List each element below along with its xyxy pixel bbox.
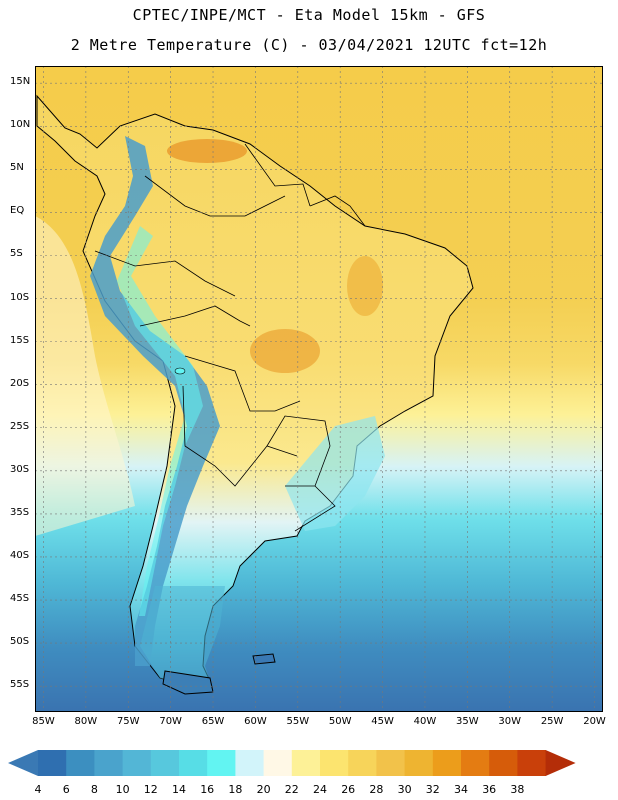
longitude-label: 20W xyxy=(583,716,606,727)
patagonia-cold xyxy=(140,586,225,688)
colorbar-tick-label: 26 xyxy=(341,783,356,796)
latitude-label: 35S xyxy=(10,506,30,518)
colorbar-swatch xyxy=(376,750,406,776)
latitude-label: 15N xyxy=(10,76,31,88)
colorbar-tick-label: 12 xyxy=(143,783,158,796)
colorbar-tick-label: 10 xyxy=(115,783,130,796)
colorbar-tick-label: 4 xyxy=(34,783,42,796)
longitude-label: 40W xyxy=(413,716,437,727)
temperature-colorbar xyxy=(8,750,576,776)
map-subtitle: 2 Metre Temperature (C) - 03/04/2021 12U… xyxy=(70,36,548,54)
tocantins-hot-spot xyxy=(347,256,383,316)
colorbar-tick-label: 14 xyxy=(172,783,186,796)
latitude-label: 50S xyxy=(10,636,30,648)
longitude-label: 30W xyxy=(498,716,522,727)
venezuela-hot-spot xyxy=(167,139,247,163)
colorbar-swatch xyxy=(263,750,293,776)
colorbar-tick-label: 22 xyxy=(284,783,299,796)
falkland-islands xyxy=(252,653,276,665)
colorbar-swatch xyxy=(38,750,67,776)
pacific-cool-band xyxy=(35,216,135,536)
colorbar-swatch xyxy=(179,750,208,776)
colorbar-swatch xyxy=(517,750,547,776)
colorbar-swatch xyxy=(404,750,434,776)
south-brazil-cool-zone xyxy=(285,416,385,531)
latitude-label: 25S xyxy=(10,420,30,432)
longitude-label: 50W xyxy=(328,716,352,727)
mato-grosso-hot-spot xyxy=(250,329,320,373)
colorbar-tick-label: 6 xyxy=(62,783,70,796)
colorbar-max-arrow xyxy=(545,750,576,776)
latitude-label: 10S xyxy=(10,291,30,303)
colorbar-min-arrow xyxy=(8,750,38,776)
latitude-label: 5S xyxy=(10,248,23,260)
colorbar-tick-label: 34 xyxy=(454,783,468,796)
colorbar-swatch xyxy=(320,750,349,776)
colorbar-tick-label: 18 xyxy=(228,783,243,796)
longitude-label: 70W xyxy=(159,716,182,727)
lake-titicaca xyxy=(174,367,186,375)
colorbar-swatch xyxy=(207,750,236,776)
longitude-label: 45W xyxy=(371,716,394,727)
map-border xyxy=(35,66,603,712)
longitude-label: 60W xyxy=(244,716,267,727)
country-borders xyxy=(94,143,366,532)
latitude-label: 45S xyxy=(10,593,30,605)
colorbar-tick-label: 36 xyxy=(482,783,497,796)
colorbar-swatch xyxy=(461,750,490,776)
colorbar-tick-label: 8 xyxy=(90,783,98,796)
colorbar-swatch xyxy=(489,750,518,776)
colorbar-swatch xyxy=(122,750,152,776)
colorbar-tick-label: 24 xyxy=(313,783,327,796)
colorbar-swatch xyxy=(235,750,265,776)
latitude-label: 30S xyxy=(10,463,30,475)
colorbar-swatch xyxy=(291,750,321,776)
longitude-label: 55W xyxy=(286,716,310,727)
colorbar-tick-label: 38 xyxy=(510,783,525,796)
longitude-label: 75W xyxy=(116,716,140,727)
temperature-map xyxy=(35,66,603,712)
colorbar-swatch xyxy=(432,750,462,776)
colorbar-swatch xyxy=(66,750,95,776)
colorbar-tick-label: 20 xyxy=(256,783,271,796)
latitude-label: 15S xyxy=(10,334,30,346)
tierra-del-fuego xyxy=(162,670,214,695)
longitude-label: 65W xyxy=(201,716,225,727)
colorbar-tick-label: 28 xyxy=(369,783,384,796)
colorbar-swatch xyxy=(150,750,180,776)
colorbar-tick-label: 32 xyxy=(425,783,440,796)
map-title: CPTEC/INPE/MCT - Eta Model 15km - GFS xyxy=(132,6,486,24)
longitude-label: 25W xyxy=(540,716,564,727)
latitude-label: 5N xyxy=(10,162,24,174)
latitude-label: 20S xyxy=(10,377,30,389)
latitude-label: EQ xyxy=(10,205,25,217)
colorbar-tick-label: 16 xyxy=(200,783,215,796)
colorbar-swatch xyxy=(348,750,377,776)
latitude-label: 40S xyxy=(10,549,30,561)
colorbar-tick-label: 30 xyxy=(397,783,412,796)
longitude-label: 80W xyxy=(74,716,98,727)
andes-highlights xyxy=(117,226,203,616)
longitude-label: 85W xyxy=(32,716,55,727)
colorbar-swatch xyxy=(94,750,124,776)
longitude-label: 35W xyxy=(456,716,479,727)
latitude-label: 10N xyxy=(10,119,31,131)
latitude-label: 55S xyxy=(10,679,30,691)
